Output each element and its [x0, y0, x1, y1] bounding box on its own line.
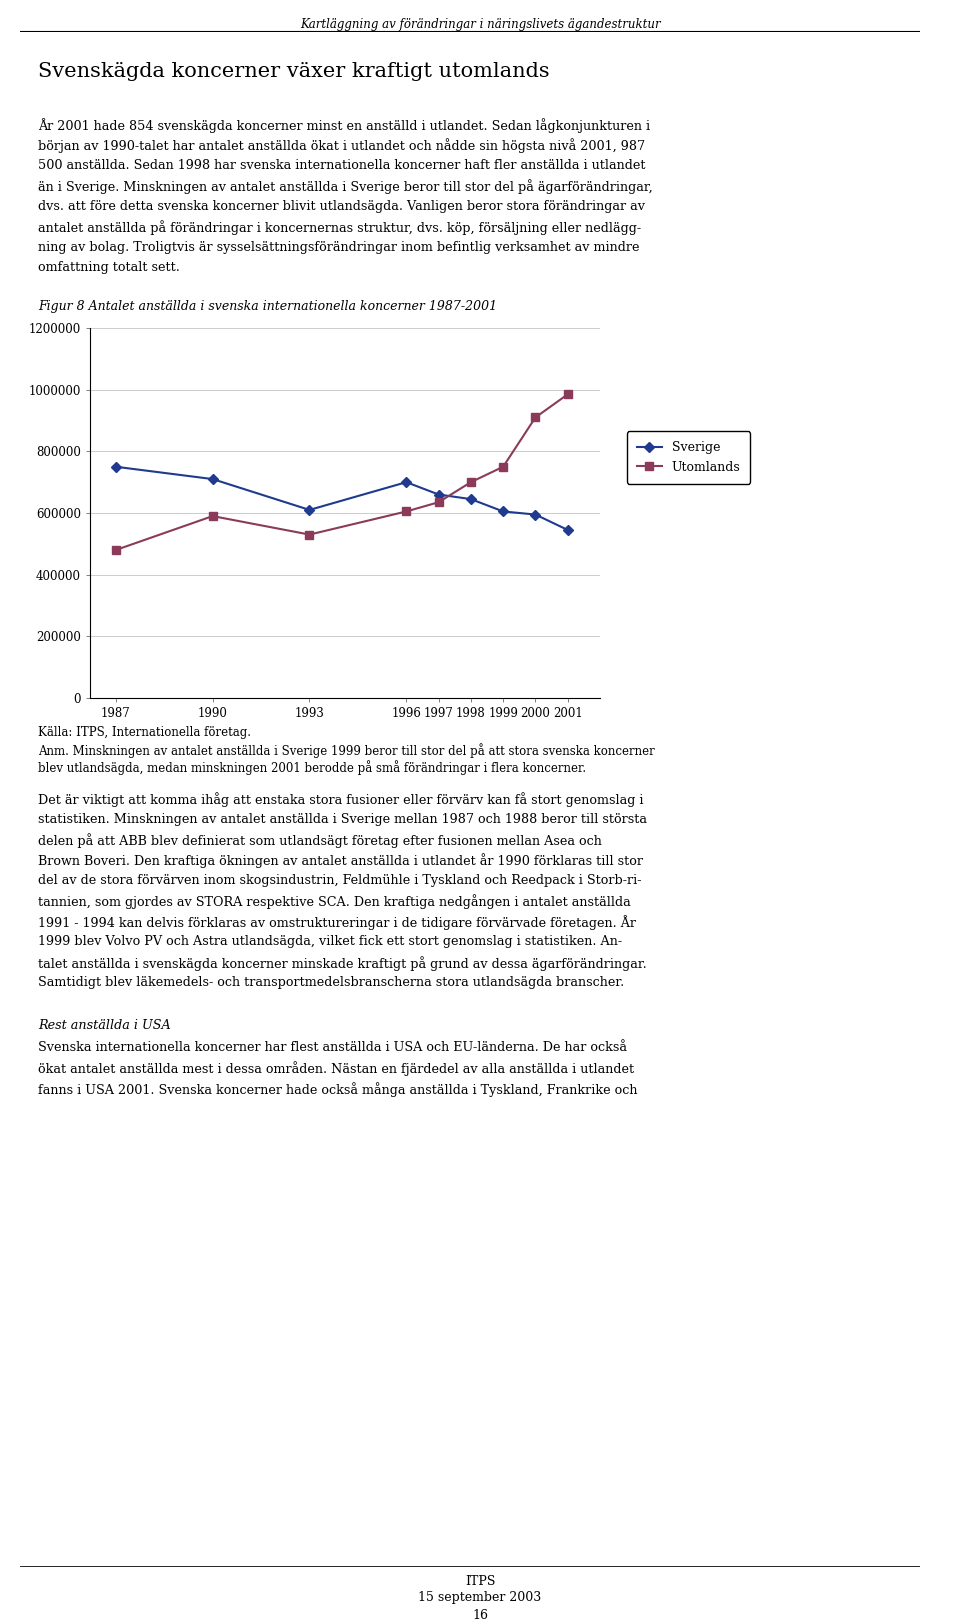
Text: fanns i USA 2001. Svenska koncerner hade också många anställda i Tyskland, Frank: fanns i USA 2001. Svenska koncerner hade…: [38, 1083, 637, 1097]
Sverige: [207, 469, 219, 489]
Utomlands: [110, 540, 122, 560]
Text: 1991 - 1994 kan delvis förklaras av omstruktureringar i de tidigare förvärvade f: 1991 - 1994 kan delvis förklaras av omst…: [38, 915, 636, 930]
Text: delen på att ABB blev definierat som utlandsägt företag efter fusionen mellan As: delen på att ABB blev definierat som utl…: [38, 833, 602, 847]
Text: 500 anställda. Sedan 1998 har svenska internationella koncerner haft fler anstäl: 500 anställda. Sedan 1998 har svenska in…: [38, 159, 645, 172]
Text: 1999 blev Volvo PV och Astra utlandsägda, vilket fick ett stort genomslag i stat: 1999 blev Volvo PV och Astra utlandsägda…: [38, 935, 622, 948]
Text: Det är viktigt att komma ihåg att enstaka stora fusioner eller förvärv kan få st: Det är viktigt att komma ihåg att enstak…: [38, 792, 643, 807]
Sverige: [433, 485, 444, 505]
Text: Kartläggning av förändringar i näringslivets ägandestruktur: Kartläggning av förändringar i näringsli…: [300, 18, 660, 31]
Text: Svenska internationella koncerner har flest anställda i USA och EU-länderna. De : Svenska internationella koncerner har fl…: [38, 1040, 627, 1053]
Sverige: [466, 490, 477, 510]
Text: början av 1990-talet har antalet anställda ökat i utlandet och nådde sin högsta : början av 1990-talet har antalet anställ…: [38, 138, 645, 154]
Utomlands: [466, 472, 477, 492]
Sverige: [400, 472, 412, 492]
Sverige: [303, 500, 315, 519]
Utomlands: [562, 385, 573, 404]
Text: ITPS: ITPS: [465, 1574, 495, 1587]
Text: Källa: ITPS, Internationella företag.: Källa: ITPS, Internationella företag.: [38, 725, 251, 738]
Utomlands: [497, 458, 509, 477]
Text: dvs. att före detta svenska koncerner blivit utlandsägda. Vanligen beror stora f: dvs. att före detta svenska koncerner bl…: [38, 200, 645, 213]
Text: del av de stora förvärven inom skogsindustrin, Feldmühle i Tyskland och Reedpack: del av de stora förvärven inom skogsindu…: [38, 875, 641, 888]
Text: Rest anställda i USA: Rest anställda i USA: [38, 1019, 171, 1032]
Text: ökat antalet anställda mest i dessa områden. Nästan en fjärdedel av alla anställ: ökat antalet anställda mest i dessa områ…: [38, 1061, 635, 1076]
Sverige: [562, 521, 573, 540]
Text: omfattning totalt sett.: omfattning totalt sett.: [38, 261, 180, 274]
Text: än i Sverige. Minskningen av antalet anställda i Sverige beror till stor del på : än i Sverige. Minskningen av antalet ans…: [38, 180, 653, 195]
Sverige: [110, 458, 122, 477]
Line: Utomlands: Utomlands: [112, 391, 571, 553]
Text: Anm. Minskningen av antalet anställda i Sverige 1999 beror till stor del på att : Anm. Minskningen av antalet anställda i …: [38, 743, 655, 758]
Text: antalet anställda på förändringar i koncernernas struktur, dvs. köp, försäljning: antalet anställda på förändringar i konc…: [38, 221, 641, 235]
Text: blev utlandsägda, medan minskningen 2001 berodde på små förändringar i flera kon: blev utlandsägda, medan minskningen 2001…: [38, 760, 587, 774]
Sverige: [530, 505, 541, 524]
Text: 15 september 2003: 15 september 2003: [419, 1591, 541, 1604]
Legend: Sverige, Utomlands: Sverige, Utomlands: [627, 432, 751, 484]
Utomlands: [433, 492, 444, 511]
Text: talet anställda i svenskägda koncerner minskade kraftigt på grund av dessa ägarf: talet anställda i svenskägda koncerner m…: [38, 956, 647, 971]
Utomlands: [207, 506, 219, 526]
Text: statistiken. Minskningen av antalet anställda i Sverige mellan 1987 och 1988 ber: statistiken. Minskningen av antalet anst…: [38, 813, 647, 826]
Text: 16: 16: [472, 1608, 488, 1621]
Text: ning av bolag. Troligtvis är sysselsättningsförändringar inom befintlig verksamh: ning av bolag. Troligtvis är sysselsättn…: [38, 240, 639, 255]
Text: År 2001 hade 854 svenskägda koncerner minst en anställd i utlandet. Sedan lågkon: År 2001 hade 854 svenskägda koncerner mi…: [38, 118, 650, 133]
Text: Brown Boveri. Den kraftiga ökningen av antalet anställda i utlandet år 1990 förk: Brown Boveri. Den kraftiga ökningen av a…: [38, 854, 643, 868]
Text: Svenskägda koncerner växer kraftigt utomlands: Svenskägda koncerner växer kraftigt utom…: [38, 62, 550, 81]
Text: Figur 8 Antalet anställda i svenska internationella koncerner 1987-2001: Figur 8 Antalet anställda i svenska inte…: [38, 300, 497, 313]
Sverige: [497, 502, 509, 521]
Utomlands: [400, 502, 412, 521]
Utomlands: [303, 524, 315, 544]
Text: tannien, som gjordes av STORA respektive SCA. Den kraftiga nedgången i antalet a: tannien, som gjordes av STORA respektive…: [38, 894, 631, 909]
Line: Sverige: Sverige: [112, 463, 571, 534]
Text: Samtidigt blev läkemedels- och transportmedelsbranscherna stora utlandsägda bran: Samtidigt blev läkemedels- och transport…: [38, 977, 624, 990]
Utomlands: [530, 407, 541, 427]
